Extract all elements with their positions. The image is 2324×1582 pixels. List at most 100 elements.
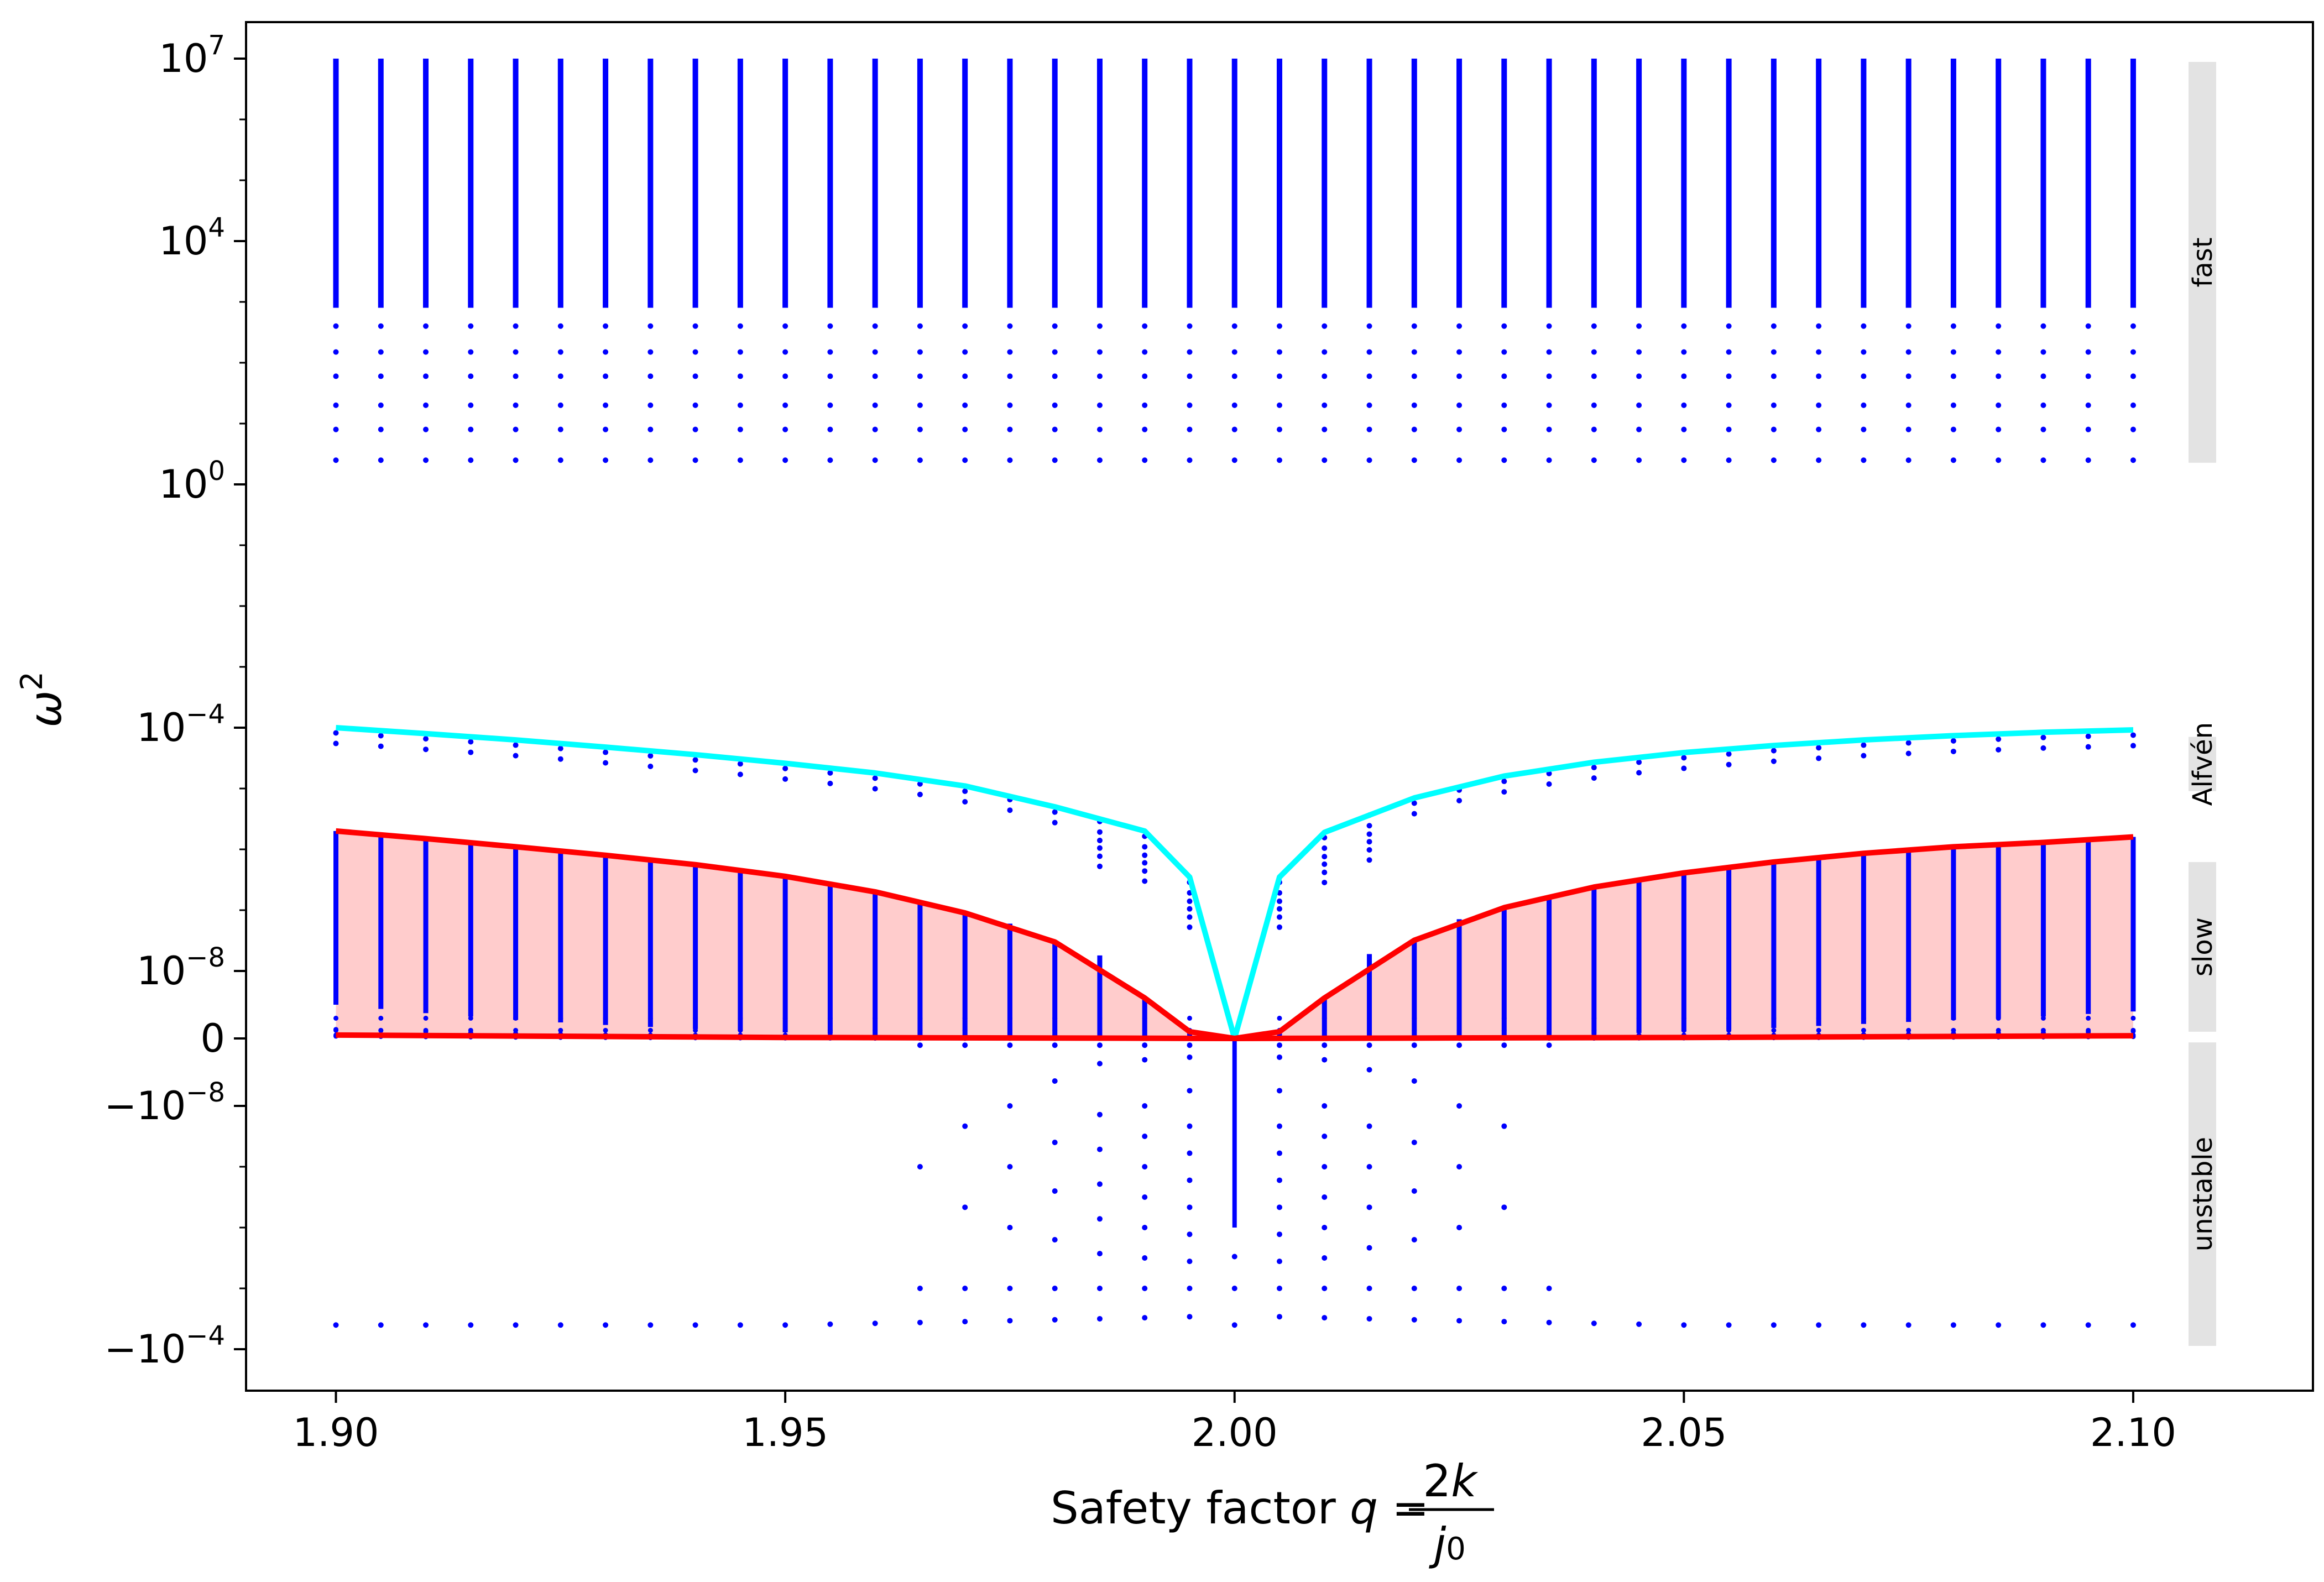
slow-mode-point: [2086, 1015, 2091, 1021]
fast-mode-point: [2085, 426, 2091, 432]
unstable-mode-point: [1366, 1042, 1372, 1048]
fast-mode-point: [1636, 457, 1642, 463]
alfven-mode-point: [333, 730, 339, 736]
alfven-mode-point: [1726, 761, 1732, 767]
fast-mode-point: [647, 402, 654, 408]
alfven-mode-point: [1411, 800, 1417, 806]
fast-mode-point: [1187, 402, 1193, 408]
alfven-mode-point: [1366, 831, 1372, 837]
fast-mode-point: [827, 373, 833, 379]
alfven-mode-point: [827, 780, 833, 786]
fast-mode-point: [1861, 373, 1867, 379]
slow-mode-point: [1726, 1015, 1732, 1021]
x-tick-label: 2.10: [2090, 1410, 2176, 1455]
fast-mode-point: [962, 373, 968, 379]
fast-mode-point: [827, 349, 833, 355]
fast-mode-point: [378, 349, 384, 355]
fast-mode-point: [917, 349, 923, 355]
alfven-mode-point: [2130, 743, 2136, 749]
fast-mode-point: [1007, 457, 1013, 463]
slow-mode-point: [1097, 1027, 1103, 1033]
slow-mode-point: [1501, 1015, 1507, 1021]
slow-mode-point: [2086, 1027, 2091, 1033]
alfven-mode-point: [1681, 765, 1687, 771]
fast-mode-point: [1771, 402, 1777, 408]
fast-mode-point: [827, 323, 833, 329]
y-tick-label: 107: [159, 30, 225, 81]
fast-mode-point: [1501, 402, 1507, 408]
fast-mode-point: [1007, 323, 1013, 329]
slow-mode-point: [647, 1027, 653, 1033]
fast-mode-point: [1366, 457, 1372, 463]
x-axis-title-text: Safety factor q =: [1051, 1482, 1429, 1534]
fast-mode-point: [468, 457, 474, 463]
unstable-mode-point: [2040, 1322, 2046, 1328]
fast-mode-point: [423, 402, 429, 408]
unstable-mode-point: [1366, 1245, 1372, 1251]
slow-mode-point: [1142, 1027, 1147, 1033]
alfven-mode-point: [872, 775, 878, 781]
unstable-mode-point: [1007, 1042, 1013, 1048]
fast-mode-point: [557, 426, 563, 432]
fast-mode-point: [1950, 349, 1956, 355]
fast-mode-point: [2130, 349, 2136, 355]
fast-mode-point: [513, 323, 519, 329]
unstable-mode-point: [1456, 1103, 1463, 1109]
unstable-mode-point: [1187, 1088, 1193, 1094]
slow-mode-point: [1277, 1015, 1282, 1021]
unstable-mode-point: [1187, 1177, 1193, 1183]
slow-mode-point: [693, 1015, 698, 1021]
fast-mode-point: [1591, 402, 1597, 408]
fast-mode-point: [1771, 349, 1777, 355]
alfven-mode-point: [1322, 845, 1328, 851]
slow-mode-point: [962, 1027, 968, 1033]
unstable-mode-point: [1277, 1150, 1282, 1156]
fast-mode-point: [378, 323, 384, 329]
fast-mode-point: [2130, 426, 2136, 432]
unstable-mode-point: [1411, 1237, 1417, 1242]
unstable-mode-point: [1546, 1319, 1552, 1325]
unstable-mode-point: [1142, 1042, 1148, 1048]
alfven-mode-point: [1366, 823, 1372, 829]
fast-mode-point: [737, 426, 743, 432]
alfven-mode-point: [1905, 750, 1912, 756]
band-unstable-label: unstable: [2187, 1137, 2218, 1251]
x-axis-title: Safety factor q = 2k j0: [1051, 1455, 1494, 1570]
slow-mode-point: [1771, 1015, 1777, 1021]
fast-mode-point: [1366, 373, 1372, 379]
slow-continuum-lower-line: [336, 1032, 2134, 1041]
fast-mode-point: [1816, 402, 1822, 408]
fast-mode-point: [917, 426, 923, 432]
fast-mode-point: [782, 402, 788, 408]
unstable-mode-point: [1456, 1042, 1463, 1048]
unstable-mode-point: [1052, 1078, 1058, 1084]
fast-mode-point: [1726, 323, 1732, 329]
unstable-mode-point: [1007, 1225, 1013, 1230]
slow-mode-point: [782, 1027, 788, 1033]
y-axis-title-text: ω2: [14, 671, 71, 727]
fast-mode-point: [872, 457, 878, 463]
fast-mode-point: [1950, 457, 1956, 463]
slow-mode-point: [333, 1027, 339, 1033]
alfven-mode-point: [1816, 745, 1822, 751]
y-tick-label: 100: [159, 456, 225, 507]
alfven-mode-point: [423, 746, 429, 753]
slow-mode-point: [1591, 1015, 1597, 1021]
unstable-mode-point: [962, 1319, 968, 1325]
alfven-mode-point: [513, 742, 519, 748]
fast-mode-point: [1231, 373, 1237, 379]
marginal-mode-point: [1231, 1286, 1237, 1291]
fast-mode-point: [1726, 402, 1732, 408]
fast-mode-point: [1366, 426, 1372, 432]
fast-mode-point: [827, 426, 833, 432]
y-tick-label: 10−4: [137, 699, 225, 750]
fast-mode-point: [1411, 402, 1417, 408]
band-fast-bar: [2189, 62, 2216, 463]
fast-mode-point: [1591, 426, 1597, 432]
alfven-mode-point: [1905, 740, 1912, 746]
y-axis-title: ω2: [14, 671, 71, 727]
fast-mode-point: [2130, 457, 2136, 463]
fast-mode-point: [1771, 457, 1777, 463]
unstable-mode-point: [1142, 1194, 1148, 1200]
fast-mode-point: [1501, 426, 1507, 432]
